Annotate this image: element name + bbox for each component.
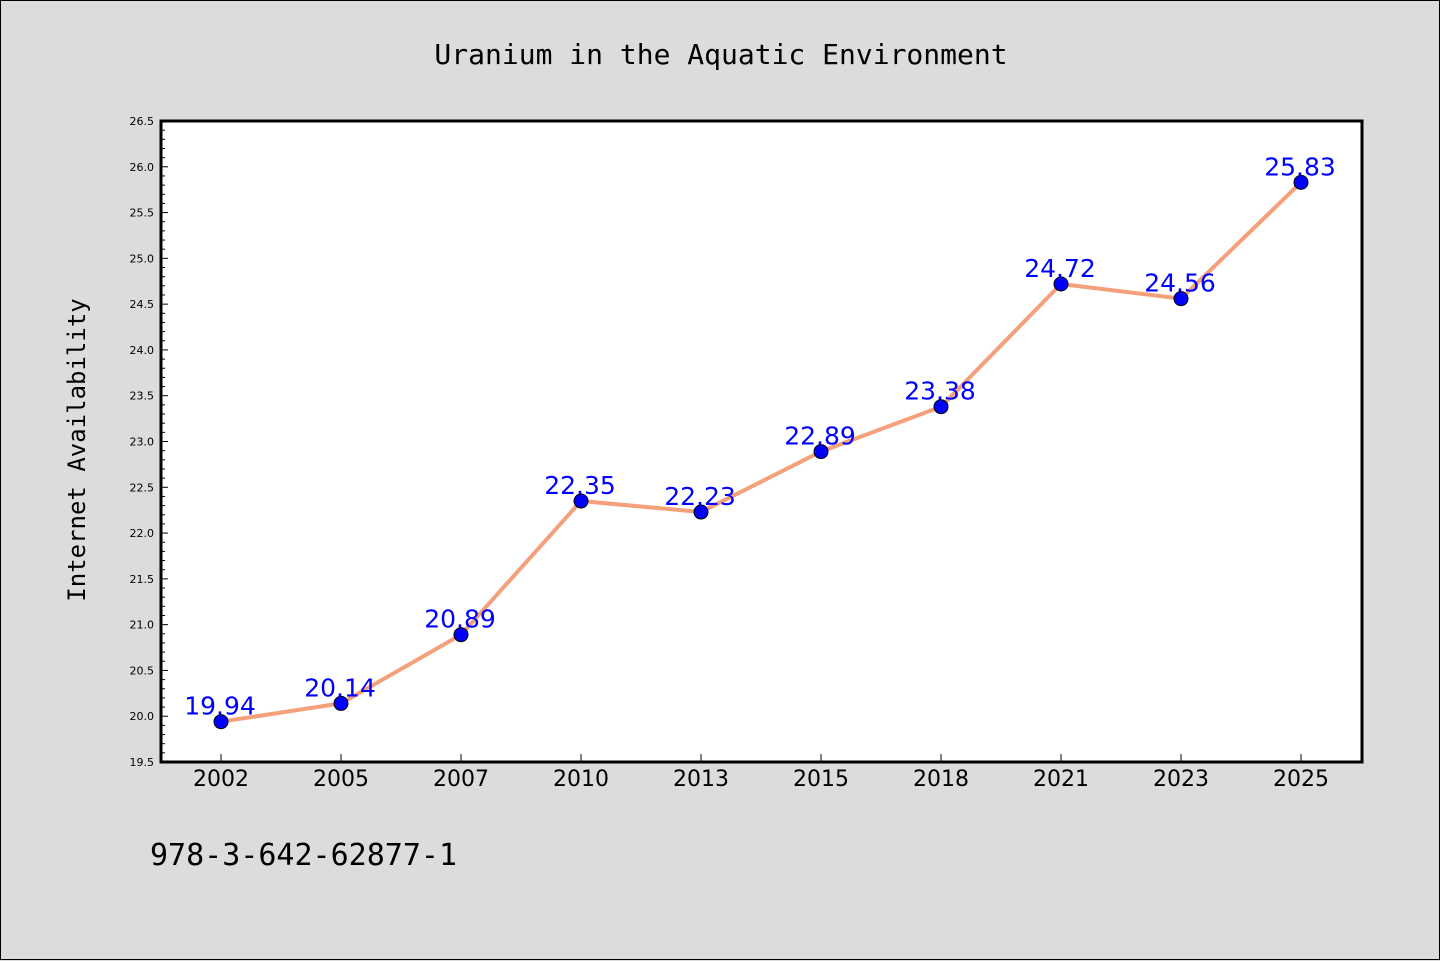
y-tick-label: 23.0 (130, 436, 155, 449)
x-tick-label: 2023 (1153, 767, 1209, 792)
y-tick-label: 21.5 (130, 573, 155, 586)
y-tick-label: 24.5 (130, 298, 155, 311)
y-axis-label: Internet Availability (63, 298, 91, 601)
x-tick-label: 2025 (1273, 767, 1329, 792)
y-tick-label: 25.5 (130, 207, 155, 220)
data-label: 23.38 (904, 377, 976, 406)
y-tick-label: 25.0 (130, 252, 155, 265)
data-label: 19.94 (184, 692, 256, 721)
data-label: 20.14 (304, 673, 376, 702)
series-line (220, 180, 1303, 724)
data-point (933, 399, 949, 415)
y-tick-label: 21.0 (130, 619, 155, 632)
x-tick-label: 2010 (553, 767, 609, 792)
data-label: 22.35 (544, 471, 616, 500)
y-tick-label: 26.5 (130, 115, 155, 128)
y-tick-label: 19.5 (130, 756, 155, 769)
y-tick-label: 22.5 (130, 481, 155, 494)
data-point (1293, 174, 1309, 190)
data-label: 20.89 (424, 605, 496, 634)
y-tick-label: 23.5 (130, 390, 155, 403)
data-point (213, 714, 229, 730)
y-tick-label: 20.0 (130, 710, 155, 723)
y-tick-label: 24.0 (130, 344, 155, 357)
plot-border (159, 119, 1364, 764)
footnote-isbn: 978-3-642-62877-1 (150, 838, 457, 873)
x-axis: 2002 2005 2007 2010 2013 2015 2018 2021 2023 2025 (193, 754, 1329, 792)
data-label: 24.72 (1024, 254, 1096, 283)
data-label: 24.56 (1144, 269, 1216, 298)
series-line-group (220, 180, 1303, 724)
data-point (813, 444, 829, 460)
data-point (693, 504, 709, 520)
y-axis: 19.5 20.0 20.5 21.0 21.5 22.0 22.5 23.0 23.5 24.0… (130, 115, 168, 769)
data-label: 22.23 (664, 482, 736, 511)
data-labels: 19.94 20.14 20.89 22.35 22.23 22.89 23.38 24.72… (184, 152, 1336, 720)
x-tick-label: 2015 (793, 767, 849, 792)
x-tick-label: 2013 (673, 767, 729, 792)
data-label: 25.83 (1264, 152, 1336, 181)
x-tick-label: 2021 (1033, 767, 1089, 792)
data-point (453, 627, 469, 643)
data-point (333, 695, 349, 711)
data-point (1173, 291, 1189, 307)
plot-area (161, 121, 1362, 762)
data-point (1053, 276, 1069, 292)
x-tick-label: 2002 (193, 767, 249, 792)
data-label: 22.89 (784, 422, 856, 451)
y-tick-label: 22.0 (130, 527, 155, 540)
y-tick-label: 20.5 (130, 664, 155, 677)
x-tick-label: 2018 (913, 767, 969, 792)
x-tick-label: 2007 (433, 767, 489, 792)
y-tick-label: 26.0 (130, 161, 155, 174)
x-tick-label: 2005 (313, 767, 369, 792)
data-points (213, 174, 1309, 730)
data-point (573, 493, 589, 509)
chart-title: Uranium in the Aquatic Environment (434, 38, 1007, 71)
